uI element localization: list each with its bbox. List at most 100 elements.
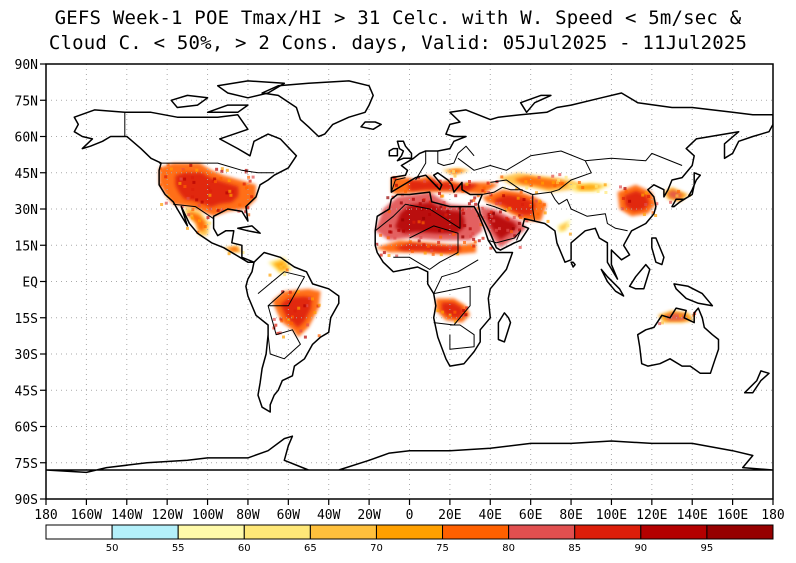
heat-pixel xyxy=(452,170,456,174)
heat-pixel xyxy=(195,198,199,202)
heat-region-core xyxy=(664,312,688,321)
heat-pixel xyxy=(404,190,408,194)
heat-pixel xyxy=(195,168,199,172)
heat-pixel xyxy=(511,227,515,231)
heat-pixel xyxy=(460,208,464,212)
heat-pixel xyxy=(655,202,659,206)
heat-pixel xyxy=(274,323,278,327)
heat-pixel xyxy=(573,184,577,188)
colorbar-swatch xyxy=(508,524,576,540)
colorbar-label: 85 xyxy=(568,543,581,554)
heat-pixel xyxy=(208,193,212,197)
coastline xyxy=(374,191,514,367)
lon-tick-label: 180 xyxy=(34,508,57,523)
heat-pixel xyxy=(299,329,303,333)
heat-pixel xyxy=(453,310,457,314)
heat-pixel xyxy=(444,213,448,217)
heat-pixel xyxy=(438,229,442,233)
heat-pixel xyxy=(169,167,173,171)
heat-pixel xyxy=(494,228,498,232)
heat-pixel xyxy=(191,188,195,191)
heat-pixel xyxy=(428,213,432,216)
heat-pixel xyxy=(623,187,627,190)
heat-pixel xyxy=(248,179,252,183)
colorbar-swatch xyxy=(309,524,377,540)
lon-tick-label: 20E xyxy=(438,508,461,523)
heat-region-core xyxy=(446,169,466,174)
colorbar-label: 95 xyxy=(701,543,714,554)
lon-tick-label: 40E xyxy=(479,508,502,523)
heat-pixel xyxy=(515,187,519,191)
coastline xyxy=(46,435,773,474)
heat-pixel xyxy=(621,196,625,200)
heat-pixel xyxy=(402,229,405,233)
lon-tick-label: 100W xyxy=(192,508,223,523)
heat-pixel xyxy=(285,268,289,272)
heat-pixel xyxy=(213,180,217,184)
country-border xyxy=(482,186,523,195)
heat-pixel xyxy=(276,331,280,335)
heat-pixel xyxy=(577,181,581,184)
heat-pixel xyxy=(216,208,220,212)
heat-pixel xyxy=(207,186,211,190)
heat-pixel xyxy=(388,224,392,228)
heat-pixel xyxy=(498,201,502,205)
heat-pixel xyxy=(436,309,440,313)
heat-pixel xyxy=(159,183,163,187)
colorbar-swatch xyxy=(640,524,708,540)
heat-pixel xyxy=(388,230,392,234)
heat-pixel xyxy=(186,196,190,200)
heat-pixel xyxy=(439,205,443,209)
heat-pixel xyxy=(660,321,664,325)
heat-pixel xyxy=(553,184,557,188)
heat-pixel xyxy=(187,213,191,217)
heat-pixel xyxy=(401,218,405,222)
heat-pixel xyxy=(225,168,229,172)
coastline xyxy=(743,370,770,394)
heat-pixel xyxy=(471,232,475,236)
heat-pixel xyxy=(481,236,485,240)
heat-pixel xyxy=(209,207,212,211)
heat-pixel xyxy=(164,175,168,179)
lon-tick-label: 60W xyxy=(277,508,301,523)
lat-tick-label: 90S xyxy=(15,493,38,508)
heat-pixel xyxy=(247,175,251,179)
heat-pixel xyxy=(191,195,195,199)
lat-tick-label: 15N xyxy=(15,239,38,254)
country-border xyxy=(457,150,683,171)
lat-tick-label: EQ xyxy=(22,276,38,291)
heat-pixel xyxy=(516,196,520,200)
colorbar-swatch xyxy=(574,524,642,540)
heat-pixel xyxy=(282,263,286,267)
heat-region-core xyxy=(441,302,464,319)
heat-pixel xyxy=(428,200,432,204)
coastline xyxy=(570,261,576,268)
lon-tick-label: 160W xyxy=(71,508,102,523)
country-border xyxy=(374,203,461,232)
heat-pixel xyxy=(477,239,481,243)
heat-pixel xyxy=(482,186,486,190)
heat-pixel xyxy=(417,239,421,243)
heat-pixel xyxy=(465,306,469,310)
heat-pixel xyxy=(290,321,294,325)
heat-pixel xyxy=(159,167,163,171)
heat-pixel xyxy=(279,265,283,269)
heat-pixel xyxy=(296,290,300,294)
heat-pixel xyxy=(498,210,502,214)
heat-pixel xyxy=(191,216,195,220)
lat-tick-label: 30N xyxy=(15,203,38,218)
heat-pixel xyxy=(307,296,311,300)
heat-pixel xyxy=(525,219,529,223)
heat-pixel xyxy=(492,219,496,223)
heat-pixel xyxy=(463,241,466,244)
map-title-line-1: GEFS Week-1 POE Tmax/HI > 31 Celc. with … xyxy=(54,7,742,29)
coastlines xyxy=(46,80,773,474)
heat-pixel xyxy=(242,182,246,186)
heat-pixel xyxy=(452,232,456,236)
heat-pixel xyxy=(268,273,272,277)
heat-pixel xyxy=(422,243,426,247)
heat-pixel xyxy=(448,245,452,249)
coastline xyxy=(651,237,665,266)
heat-pixel xyxy=(642,213,646,216)
coastline xyxy=(261,80,374,138)
